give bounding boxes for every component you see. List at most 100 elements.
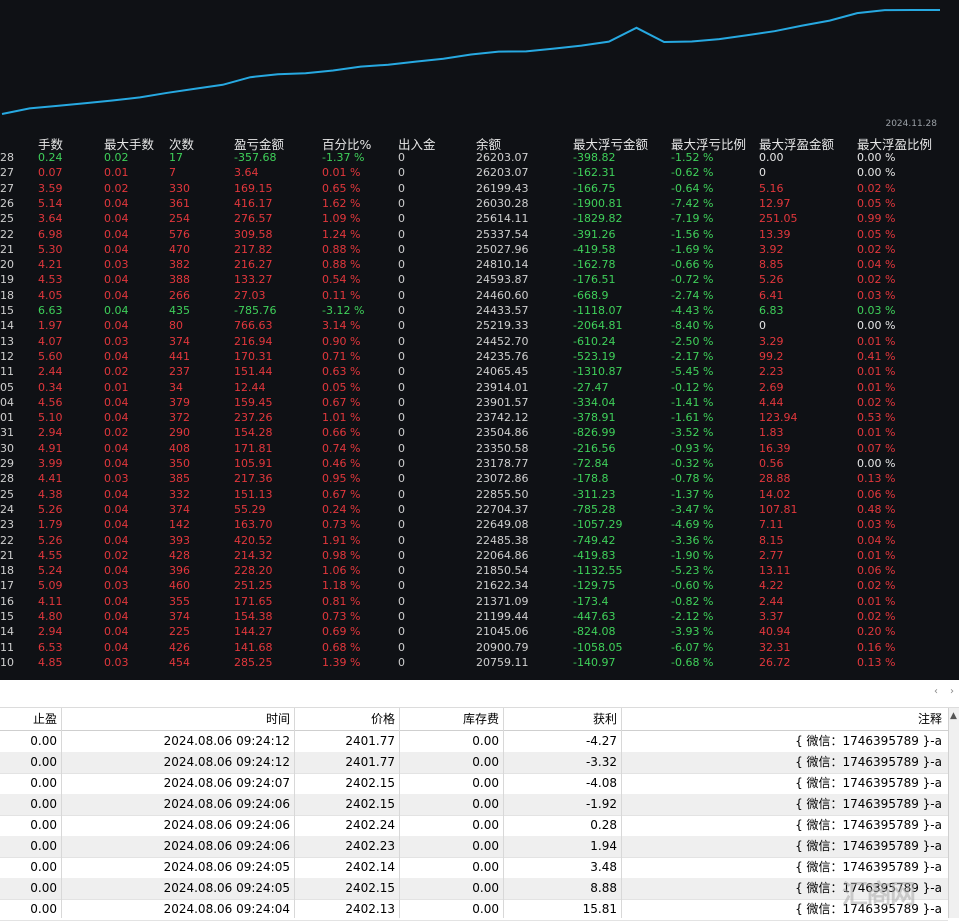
stats-cell-pnl: 420.52 xyxy=(234,533,273,547)
stats-cell-pnl: 144.27 xyxy=(234,625,273,639)
stats-row: 17 5.09 0.03 460 251.25 1.18 % 0 21622.34 -129.7… xyxy=(0,578,959,593)
stats-cell-maxpp: 0.06 % xyxy=(857,564,896,578)
table-cell-profit: -1.92 xyxy=(585,797,617,811)
table-cell-time: 2024.08.06 09:24:06 xyxy=(163,818,290,832)
stats-cell-max-lots: 0.04 xyxy=(104,610,129,623)
stats-cell-maxlp: -0.62 % xyxy=(671,166,714,180)
stats-cell-maxp: 5.16 xyxy=(759,181,784,195)
horizontal-scroll-bar[interactable]: ‹ › xyxy=(0,680,959,708)
table-row[interactable]: 0.00 2024.08.06 09:24:05 2402.15 0.00 8.88 { … xyxy=(0,878,948,900)
stats-cell-maxl: -391.26 xyxy=(573,227,616,241)
stats-row: 27 0.07 0.01 7 3.64 0.01 % 0 26203.07 -162.31 -0.… xyxy=(0,165,959,180)
stats-cell-max-lots: 0.04 xyxy=(104,349,129,363)
table-row[interactable]: 0.00 2024.08.06 09:24:06 2402.15 0.00 -1.92 {… xyxy=(0,794,948,816)
stats-cell-count: 290 xyxy=(169,426,190,440)
scroll-up-icon[interactable]: ▲ xyxy=(950,711,957,721)
stats-cell-maxp: 16.39 xyxy=(759,441,791,455)
scroll-left-icon[interactable]: ‹ xyxy=(934,686,938,697)
stats-row: 18 4.05 0.04 266 27.03 0.11 % 0 24460.60 -668.9 -… xyxy=(0,288,959,303)
stats-cell-dep: 0 xyxy=(398,288,405,302)
stats-cell-pct: 0.95 % xyxy=(322,472,361,486)
stats-cell-lots: 2.44 xyxy=(38,365,63,379)
stats-cell-bal: 23178.77 xyxy=(476,457,529,470)
stats-cell-pct: 1.91 % xyxy=(322,533,361,547)
stats-cell-lots: 3.59 xyxy=(38,181,63,195)
table-row[interactable]: 0.00 2024.08.06 09:24:06 2402.23 0.00 1.94 { … xyxy=(0,836,948,858)
stats-cell-maxpp: 0.04 % xyxy=(857,258,896,272)
stats-cell-id: 10 xyxy=(0,655,14,669)
stats-cell-pnl: 214.32 xyxy=(234,548,273,562)
stats-cell-maxl: -1900.81 xyxy=(573,196,623,210)
table-header-cell[interactable]: 价格 xyxy=(370,712,395,726)
stats-cell-pct: 0.71 % xyxy=(322,349,361,363)
stats-row: 21 4.55 0.02 428 214.32 0.98 % 0 22064.86 -419.8… xyxy=(0,548,959,563)
stats-cell-id: 15 xyxy=(0,610,14,623)
stats-cell-pnl: 228.20 xyxy=(234,564,273,578)
stats-cell-pct: 0.65 % xyxy=(322,181,361,195)
stats-cell-dep: 0 xyxy=(398,181,405,195)
stats-cell-dep: 0 xyxy=(398,548,405,562)
table-cell-time: 2024.08.06 09:24:12 xyxy=(163,755,290,769)
stats-cell-id: 27 xyxy=(0,166,14,180)
table-row[interactable]: 0.00 2024.08.06 09:24:12 2401.77 0.00 -4.27 {… xyxy=(0,731,948,753)
table-row[interactable]: 0.00 2024.08.06 09:24:07 2402.15 0.00 -4.08 {… xyxy=(0,773,948,795)
stats-cell-pct: 1.62 % xyxy=(322,196,361,210)
stats-cell-maxlp: -0.12 % xyxy=(671,380,714,394)
stats-cell-maxp: 0.00 xyxy=(759,151,784,164)
stats-cell-max-lots: 0.03 xyxy=(104,472,129,486)
stats-cell-bal: 26203.07 xyxy=(476,151,529,164)
stats-cell-pnl: 169.15 xyxy=(234,181,273,195)
table-row[interactable]: 0.00 2024.08.06 09:24:12 2401.77 0.00 -3.32 {… xyxy=(0,752,948,774)
stats-cell-id: 23 xyxy=(0,518,14,532)
stats-cell-maxlp: -7.19 % xyxy=(671,212,714,226)
stats-cell-maxp: 2.77 xyxy=(759,548,784,562)
stats-cell-maxl: -447.63 xyxy=(573,610,616,623)
stats-row: 12 5.60 0.04 441 170.31 0.71 % 0 24235.76 -523.1… xyxy=(0,349,959,364)
stats-cell-maxp: 5.26 xyxy=(759,273,784,287)
stats-cell-count: 80 xyxy=(169,319,183,333)
stats-cell-maxlp: -7.42 % xyxy=(671,196,714,210)
stats-row: 14 2.94 0.04 225 144.27 0.69 % 0 21045.06 -824.0… xyxy=(0,624,959,639)
stats-cell-maxpp: 0.01 % xyxy=(857,426,896,440)
stats-cell-count: 374 xyxy=(169,334,190,348)
table-header-cell[interactable]: 时间 xyxy=(265,712,290,726)
scroll-right-icon[interactable]: › xyxy=(950,686,954,697)
stats-cell-lots: 3.99 xyxy=(38,457,63,470)
stats-cell-maxpp: 0.02 % xyxy=(857,610,896,623)
stats-cell-maxlp: -0.72 % xyxy=(671,273,714,287)
stats-cell-pnl: 12.44 xyxy=(234,380,266,394)
table-header-cell[interactable]: 止盈 xyxy=(32,712,57,726)
stats-header-cell: 盈亏金额 xyxy=(234,137,285,152)
table-row[interactable]: 0.00 2024.08.06 09:24:05 2402.14 0.00 3.48 { … xyxy=(0,857,948,879)
stats-cell-pnl: 216.94 xyxy=(234,334,273,348)
table-cell-profit: -3.32 xyxy=(585,755,617,769)
stats-cell-maxl: -749.42 xyxy=(573,533,616,547)
table-header-cell[interactable]: 注释 xyxy=(917,712,942,726)
stats-cell-maxlp: -4.43 % xyxy=(671,304,714,317)
stats-cell-id: 22 xyxy=(0,227,14,241)
stats-cell-maxpp: 0.00 % xyxy=(857,319,896,333)
stats-cell-maxlp: -0.68 % xyxy=(671,655,714,669)
stats-cell-id: 27 xyxy=(0,181,14,195)
stats-row: 20 4.21 0.03 382 216.27 0.88 % 0 24810.14 -162.7… xyxy=(0,257,959,272)
stats-cell-bal: 22704.37 xyxy=(476,502,529,516)
stats-cell-max-lots: 0.04 xyxy=(104,242,129,256)
table-cell-tp: 0.00 xyxy=(30,881,57,895)
table-header-cell[interactable]: 获利 xyxy=(592,712,617,726)
stats-cell-pct: -3.12 % xyxy=(322,304,365,317)
table-row[interactable]: 0.00 2024.08.06 09:24:06 2402.24 0.00 0.28 { … xyxy=(0,815,948,837)
table-header-cell[interactable]: 库存费 xyxy=(462,712,499,726)
stats-cell-id: 18 xyxy=(0,564,14,578)
stats-cell-maxpp: 0.99 % xyxy=(857,212,896,226)
stats-cell-max-lots: 0.04 xyxy=(104,564,129,578)
stats-cell-bal: 24452.70 xyxy=(476,334,529,348)
vertical-scrollbar[interactable]: ▲ xyxy=(948,708,959,918)
stats-cell-id: 14 xyxy=(0,625,14,639)
table-cell-profit: -4.27 xyxy=(585,734,617,748)
stats-cell-lots: 6.63 xyxy=(38,304,63,317)
stats-row: 04 4.56 0.04 379 159.45 0.67 % 0 23901.57 -334.0… xyxy=(0,395,959,410)
table-cell-profit: -4.08 xyxy=(585,776,617,790)
stats-cell-bal: 21045.06 xyxy=(476,625,529,639)
stats-cell-maxl: -523.19 xyxy=(573,349,616,363)
stats-cell-bal: 25614.11 xyxy=(476,212,529,226)
